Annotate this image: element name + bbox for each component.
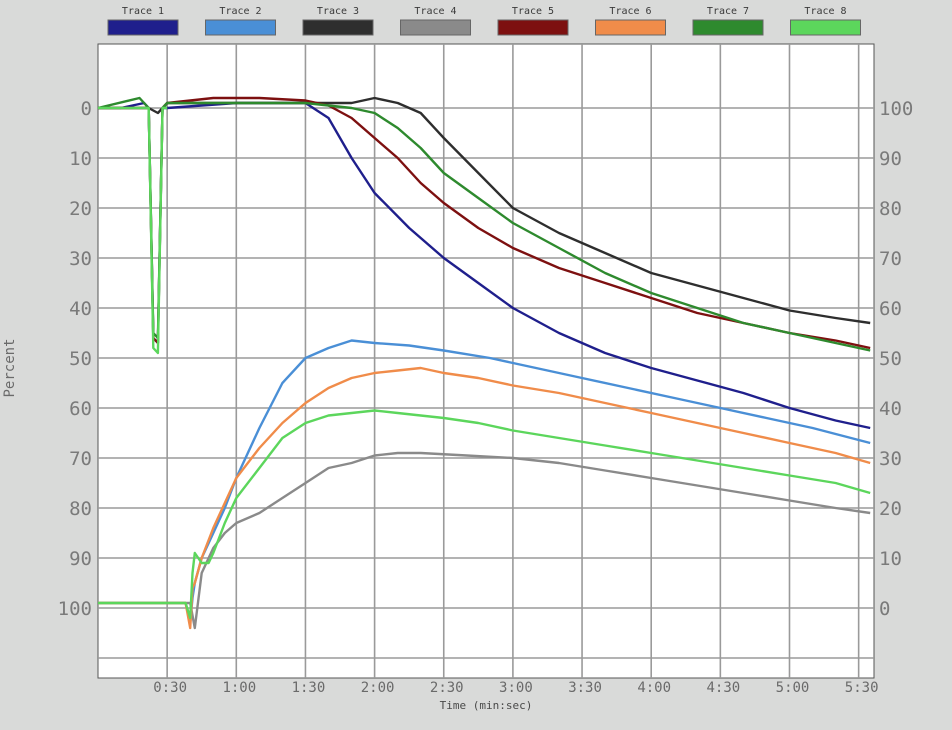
legend-label: Trace 7 (707, 6, 749, 17)
right-tick-label: 50 (879, 348, 902, 370)
left-tick-label: 40 (69, 298, 92, 320)
right-tick-label: 80 (879, 198, 902, 220)
series-group (97, 96, 871, 630)
series-line-trace-6 (98, 366, 871, 630)
grid (98, 44, 874, 678)
right-tick-label: 70 (879, 248, 902, 270)
legend-entry: Trace 8 (790, 6, 861, 36)
left-tick-label: 30 (69, 248, 92, 270)
right-tick-label: 10 (879, 548, 902, 570)
legend-label: Trace 5 (512, 6, 554, 17)
x-tick-label: 4:00 (637, 680, 671, 696)
legend-swatch (302, 19, 374, 36)
plot-area (97, 43, 875, 679)
legend-entry: Trace 7 (692, 6, 764, 36)
right-tick-label: 0 (879, 598, 890, 620)
legend-label: Trace 8 (804, 6, 846, 17)
legend-entry: Trace 4 (400, 6, 471, 36)
left-tick-label: 100 (58, 598, 92, 620)
left-tick-label: 80 (69, 498, 92, 520)
legend-label: Trace 4 (414, 6, 456, 17)
legend-label: Trace 6 (609, 6, 651, 17)
x-tick-label: 5:30 (845, 680, 879, 696)
right-tick-label: 40 (879, 398, 902, 420)
legend-swatch (205, 19, 276, 36)
legend-label: Trace 3 (317, 6, 359, 17)
legend-entry: Trace 6 (595, 6, 666, 36)
legend-swatch (790, 19, 861, 36)
legend-swatch (107, 19, 179, 36)
right-tick-label: 100 (879, 98, 913, 120)
left-tick-label: 50 (69, 348, 92, 370)
legend-label: Trace 2 (219, 6, 261, 17)
right-tick-label: 20 (879, 498, 902, 520)
series-line-trace-8-top (98, 106, 168, 355)
right-tick-label: 90 (879, 148, 902, 170)
left-axis: 0 10 20 30 40 50 60 70 80 90 100 (58, 98, 92, 620)
x-tick-label: 2:00 (361, 680, 395, 696)
series-line-trace-4 (98, 451, 871, 630)
legend-swatch (400, 19, 471, 36)
legend-swatch (497, 19, 569, 36)
x-tick-label: 0:30 (153, 680, 187, 696)
x-tick-label: 1:00 (222, 680, 256, 696)
right-tick-label: 30 (879, 448, 902, 470)
x-tick-label: 3:30 (568, 680, 602, 696)
y-axis-title: Percent (2, 338, 18, 397)
left-tick-label: 0 (81, 98, 92, 120)
series-line-trace-8b (98, 409, 871, 620)
left-tick-label: 20 (69, 198, 92, 220)
left-tick-label: 90 (69, 548, 92, 570)
x-axis-title: Time (min:sec) (440, 699, 533, 712)
x-axis: 0:30 1:00 1:30 2:00 2:30 3:00 3:30 4:00 4:30 5:00… (153, 680, 878, 696)
legend-entry: Trace 1 (107, 6, 179, 36)
legend-entry: Trace 3 (302, 6, 374, 36)
legend: Trace 1 Trace 2 Trace 3 Trace 4 Trace 5 Trace… (107, 6, 861, 36)
legend-swatch (595, 19, 666, 36)
x-tick-label: 3:00 (499, 680, 533, 696)
right-tick-label: 60 (879, 298, 902, 320)
legend-entry: Trace 2 (205, 6, 276, 36)
x-tick-label: 2:30 (430, 680, 464, 696)
left-tick-label: 70 (69, 448, 92, 470)
x-tick-label: 1:30 (292, 680, 326, 696)
left-tick-label: 10 (69, 148, 92, 170)
left-tick-label: 60 (69, 398, 92, 420)
x-tick-label: 5:00 (776, 680, 810, 696)
legend-swatch (692, 19, 764, 36)
x-tick-label: 4:30 (706, 680, 740, 696)
legend-label: Trace 1 (122, 6, 164, 17)
legend-entry: Trace 5 (497, 6, 569, 36)
